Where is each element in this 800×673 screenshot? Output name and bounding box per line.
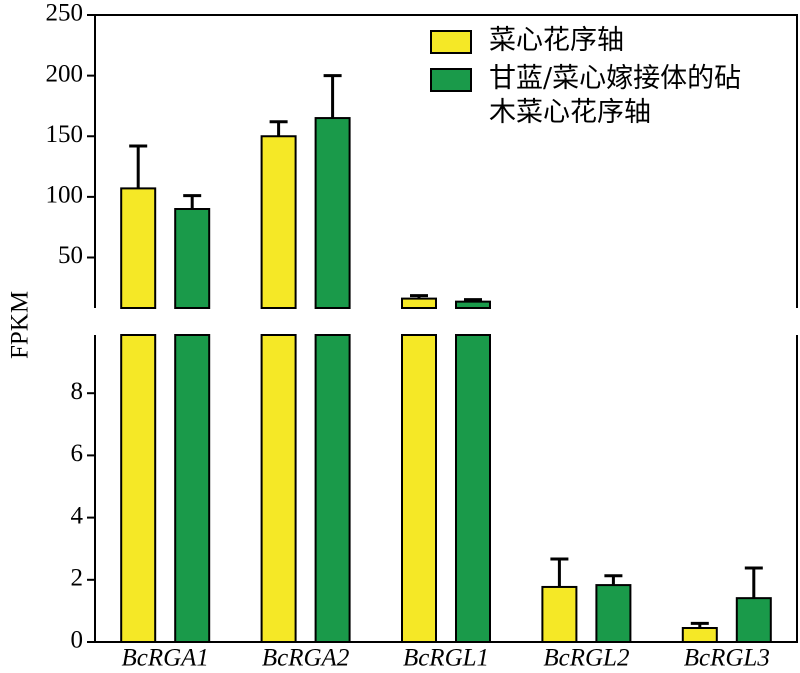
error-bar xyxy=(464,298,482,302)
y-tick-label: 8 xyxy=(71,378,84,405)
y-tick-label: 2 xyxy=(71,565,84,592)
error-bar xyxy=(323,74,342,119)
error-bar xyxy=(410,294,428,299)
legend-swatch xyxy=(430,68,472,92)
bar xyxy=(541,585,578,644)
error-bar xyxy=(550,557,569,587)
bar xyxy=(681,627,718,644)
error-bar xyxy=(690,621,709,629)
x-tick-label: BcRGA2 xyxy=(262,645,349,672)
y-tick-label: 6 xyxy=(71,440,84,467)
legend: 菜心花序轴甘蓝/菜心嫁接体的砧木菜心花序轴 xyxy=(430,24,760,134)
bar xyxy=(314,117,351,309)
error-bar xyxy=(129,144,148,189)
x-tick-label: BcRGA1 xyxy=(121,645,208,672)
legend-entry: 菜心花序轴 xyxy=(430,24,760,58)
error-bar xyxy=(269,120,288,137)
bar xyxy=(120,187,157,309)
y-tick-label: 4 xyxy=(71,502,84,529)
bar xyxy=(735,597,772,643)
legend-swatch xyxy=(430,30,472,54)
y-tick-label: 0 xyxy=(71,627,84,654)
bar xyxy=(260,135,297,309)
bar xyxy=(314,334,351,643)
x-tick-label: BcRGL2 xyxy=(543,645,629,672)
y-tick-label: 100 xyxy=(46,182,84,209)
legend-entry: 甘蓝/菜心嫁接体的砧木菜心花序轴 xyxy=(430,62,760,130)
axis-frame xyxy=(94,14,798,308)
bar xyxy=(174,208,211,309)
bar xyxy=(401,334,437,643)
legend-label: 甘蓝/菜心嫁接体的砧木菜心花序轴 xyxy=(489,63,742,128)
y-tick-label: 200 xyxy=(46,60,84,87)
bar xyxy=(120,334,157,643)
bar xyxy=(455,300,491,310)
bar xyxy=(401,297,437,310)
error-bar xyxy=(183,194,202,209)
bar xyxy=(455,334,491,643)
x-tick-label: BcRGL1 xyxy=(403,645,489,672)
error-bar xyxy=(744,566,763,599)
bar xyxy=(174,334,211,643)
bar xyxy=(595,584,632,643)
y-tick-label: 250 xyxy=(46,0,84,27)
axis-frame xyxy=(94,335,798,643)
error-bar xyxy=(604,574,623,586)
x-tick-label: BcRGL3 xyxy=(684,645,770,672)
legend-label: 菜心花序轴 xyxy=(489,25,624,56)
bar xyxy=(260,334,297,643)
y-axis-label: FPKM xyxy=(7,291,34,359)
y-tick-label: 150 xyxy=(46,121,84,148)
y-tick-label: 50 xyxy=(58,242,83,269)
